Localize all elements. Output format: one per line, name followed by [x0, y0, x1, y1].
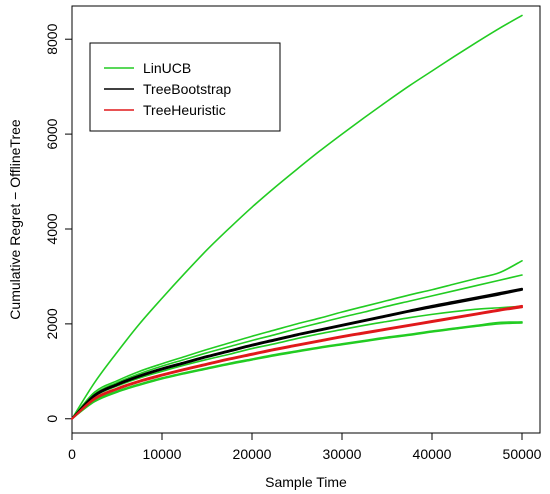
y-tick-label: 0	[44, 415, 60, 423]
y-tick-label: 4000	[44, 213, 60, 244]
y-tick-label: 2000	[44, 308, 60, 339]
x-axis: 0 10000 20000 30000 40000 50000	[68, 433, 542, 462]
series-line-linucb-0	[71, 14, 523, 420]
y-axis-title: Cumulative Regret − OfflineTree	[7, 119, 23, 320]
x-tick-label: 20000	[233, 446, 272, 462]
series-line-treeheuristic-9	[71, 306, 523, 420]
x-tick-label: 50000	[503, 446, 542, 462]
legend: LinUCB TreeBootstrap TreeHeuristic	[89, 42, 281, 132]
x-tick-label: 30000	[323, 446, 362, 462]
series-line-linucb-5	[71, 322, 523, 420]
x-tick-label: 10000	[143, 446, 182, 462]
x-tick-label: 0	[68, 446, 76, 462]
series-layer	[71, 14, 523, 420]
x-axis-title: Sample Time	[265, 474, 347, 490]
series-line-linucb-1	[71, 259, 523, 420]
legend-label-treebootstrap: TreeBootstrap	[143, 81, 231, 97]
series-line-linucb-2	[71, 274, 523, 420]
legend-label-linucb: LinUCB	[143, 60, 191, 76]
x-tick-label: 40000	[413, 446, 452, 462]
y-tick-label: 6000	[44, 118, 60, 149]
y-axis: 0 2000 4000 6000 8000	[44, 23, 72, 423]
y-tick-label: 8000	[44, 23, 60, 54]
plot-frame	[71, 5, 541, 434]
series-line-treebootstrap-6	[71, 287, 523, 420]
legend-box	[89, 42, 281, 132]
series-line-treebootstrap-7	[71, 288, 523, 420]
series-line-linucb-3	[71, 305, 523, 420]
series-line-linucb-4	[71, 321, 523, 420]
legend-label-treeheuristic: TreeHeuristic	[143, 102, 226, 118]
